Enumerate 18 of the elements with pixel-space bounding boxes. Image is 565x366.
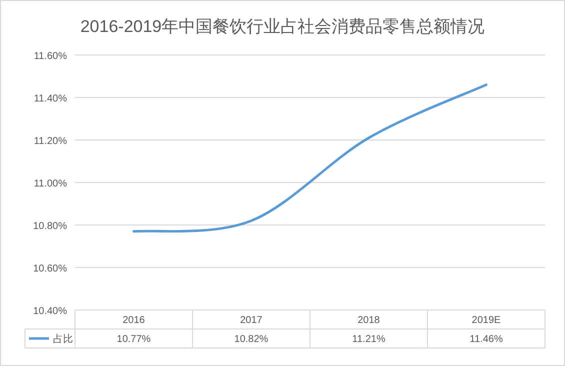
y-tick-label: 10.60% [33, 264, 68, 274]
data-label: 10.77% [116, 334, 151, 345]
y-tick-label: 11.40% [34, 94, 68, 104]
x-tick-label: 2017 [240, 315, 263, 326]
line-series [132, 84, 488, 233]
y-tick-label: 11.60% [34, 51, 68, 62]
legend-label: 占比 [53, 333, 73, 345]
x-tick-label: 2016 [122, 315, 146, 326]
y-tick-label: 11.20% [34, 136, 68, 147]
data-label: 11.46% [470, 334, 503, 345]
data-label: 11.21% [352, 334, 386, 345]
chart-title: 2016-2019年中国餐饮行业占社会消费品零售总额情况 [80, 17, 485, 36]
data-label: 10.82% [234, 334, 268, 345]
x-tick-label: 2018 [358, 315, 380, 326]
y-tick-label: 10.40% [33, 306, 68, 317]
y-tick-label: 11.00% [34, 178, 68, 190]
y-tick-label: 10.80% [33, 221, 68, 232]
x-tick-label: 2019E [472, 315, 502, 326]
